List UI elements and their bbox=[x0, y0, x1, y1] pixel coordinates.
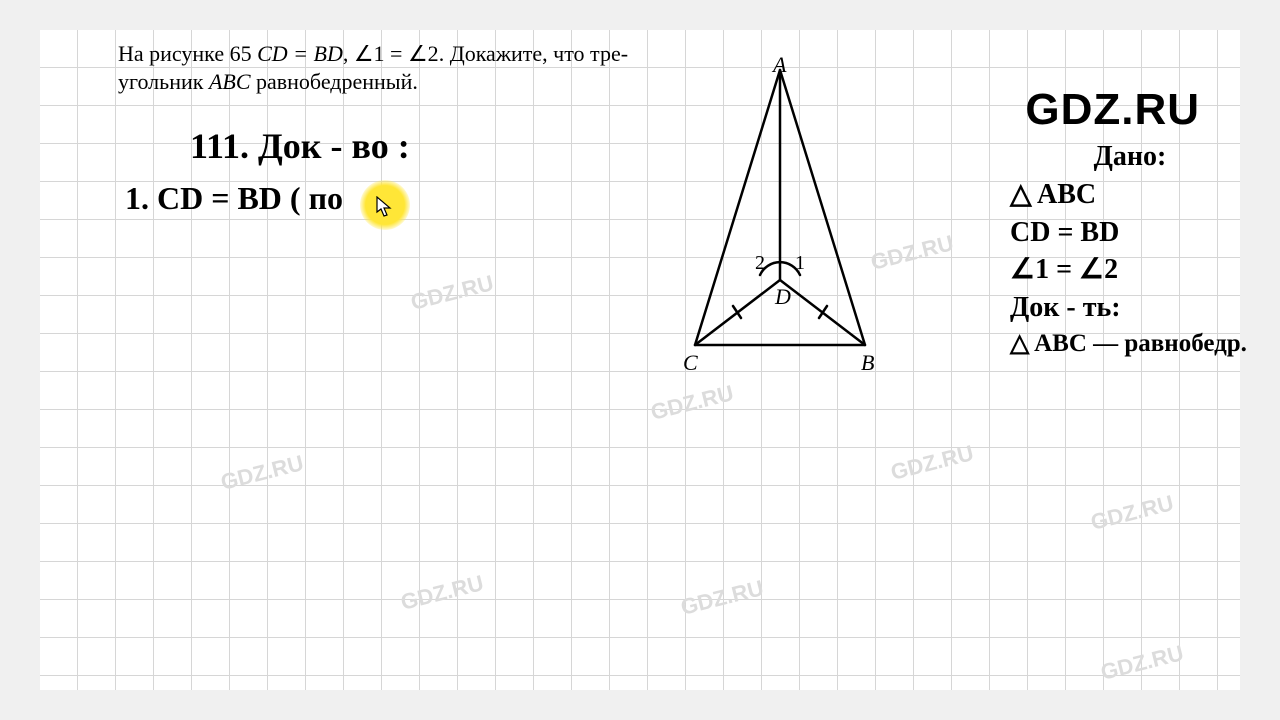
problem-text: На рисунке 65 bbox=[118, 41, 257, 66]
triangle-diagram: A C B D 2 1 bbox=[665, 60, 895, 380]
problem-text: . Докажите, что тре- bbox=[439, 41, 628, 66]
given-block: Дано: △ ABC CD = BD ∠1 = ∠2 Док - ть: △ … bbox=[1010, 138, 1250, 361]
watermark: GDZ.RU bbox=[678, 575, 766, 621]
angle-label-2: 2 bbox=[755, 252, 765, 275]
problem-statement: На рисунке 65 CD = BD, ∠1 = ∠2. Докажите… bbox=[118, 40, 678, 95]
vertex-label-c: C bbox=[683, 350, 698, 376]
handwritten-line-1: 1. CD = BD ( по bbox=[125, 180, 343, 217]
given-line: ∠1 = ∠2 bbox=[1010, 251, 1250, 289]
watermark: GDZ.RU bbox=[398, 570, 486, 616]
watermark: GDZ.RU bbox=[648, 380, 736, 426]
cursor-icon bbox=[376, 196, 394, 218]
expr-angles: ∠1 = ∠2 bbox=[354, 41, 439, 66]
expr-abc: ABC bbox=[209, 69, 251, 94]
watermark: GDZ.RU bbox=[1098, 640, 1186, 686]
given-line: △ ABC bbox=[1010, 176, 1250, 214]
vertex-label-a: A bbox=[773, 52, 786, 78]
watermark: GDZ.RU bbox=[218, 450, 306, 496]
expr-cd-bd: CD = BD bbox=[257, 41, 343, 66]
given-line: CD = BD bbox=[1010, 214, 1250, 252]
given-header: Дано: bbox=[1010, 138, 1250, 176]
given-line: Док - ть: bbox=[1010, 289, 1250, 327]
watermark: GDZ.RU bbox=[408, 270, 496, 316]
given-line: △ ABC — равнобедр. bbox=[1010, 327, 1250, 361]
problem-text: равнобедренный. bbox=[251, 69, 418, 94]
vertex-label-b: B bbox=[861, 350, 874, 376]
problem-text: , bbox=[343, 41, 354, 66]
watermark: GDZ.RU bbox=[1088, 490, 1176, 536]
handwritten-title: 111. Док - во : bbox=[190, 125, 410, 167]
problem-text: угольник bbox=[118, 69, 209, 94]
watermark: GDZ.RU bbox=[888, 440, 976, 486]
site-logo: GDZ.RU bbox=[1025, 85, 1200, 135]
grid-paper: GDZ.RU GDZ.RU GDZ.RU GDZ.RU GDZ.RU GDZ.R… bbox=[40, 30, 1240, 690]
angle-label-1: 1 bbox=[795, 252, 805, 275]
vertex-label-d: D bbox=[775, 284, 791, 310]
